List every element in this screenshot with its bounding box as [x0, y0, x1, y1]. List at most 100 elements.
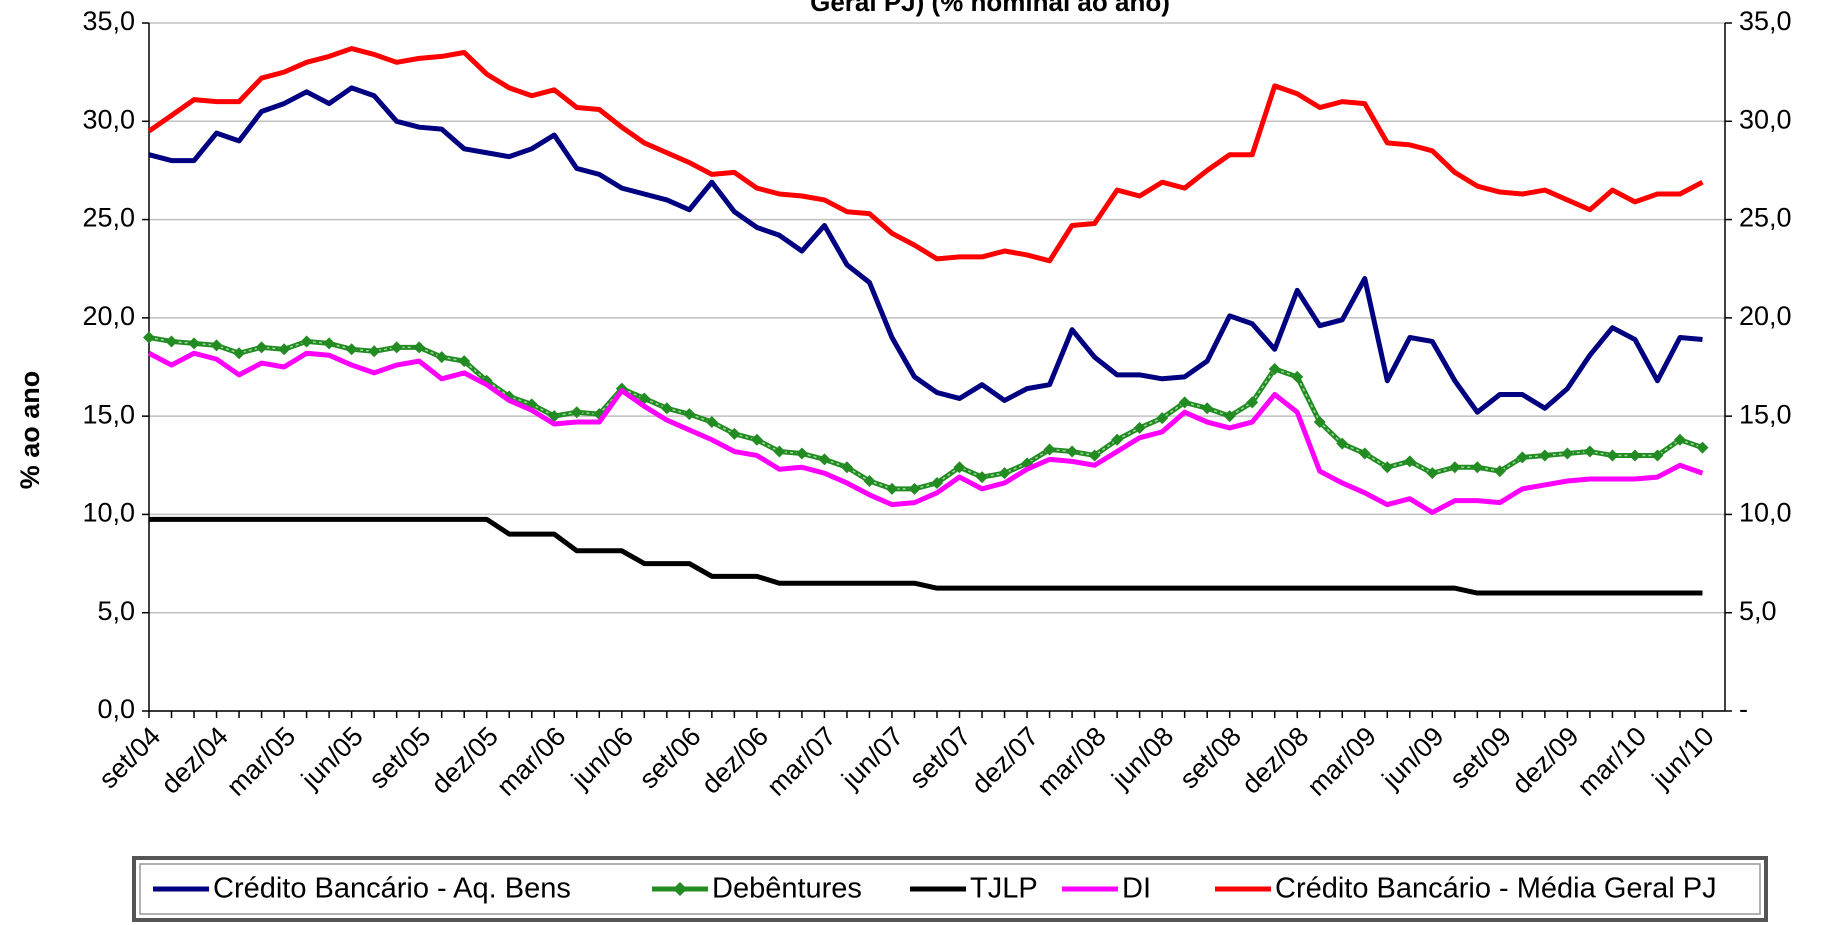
marker: [1538, 449, 1551, 462]
y2-tick-label: 35,0: [1739, 6, 1792, 36]
marker: [165, 335, 178, 348]
marker: [885, 482, 898, 495]
marker: [863, 475, 876, 488]
marker: [345, 343, 358, 356]
marker: [390, 341, 403, 354]
marker: [1651, 449, 1664, 462]
marker: [1246, 396, 1259, 409]
legend-label: DI: [1122, 873, 1151, 905]
marker: [570, 406, 583, 419]
y-tick-label: 30,0: [82, 104, 135, 134]
marker: [683, 408, 696, 421]
marker: [728, 427, 741, 440]
marker: [1471, 461, 1484, 474]
x-tick-label: jun/05: [295, 721, 369, 795]
marker: [1291, 370, 1304, 383]
x-tick-label: jun/10: [1646, 721, 1720, 795]
marker: [1696, 441, 1709, 454]
marker: [1561, 447, 1574, 460]
marker: [818, 453, 831, 466]
marker: [188, 337, 201, 350]
legend-marker: [673, 882, 687, 896]
marker: [840, 461, 853, 474]
marker: [1583, 445, 1596, 458]
chart-title: Geral PJ) (% nominal ao ano): [810, 0, 1170, 17]
x-tick-label: mar/08: [1031, 721, 1112, 802]
marker: [953, 461, 966, 474]
marker: [1448, 461, 1461, 474]
series-line: [147, 46, 1704, 264]
marker: [143, 331, 155, 344]
marker: [1381, 461, 1394, 474]
y-axis-label: % ao ano: [15, 371, 45, 490]
marker: [908, 482, 921, 495]
legend-label: Debêntures: [712, 873, 862, 905]
marker: [1516, 451, 1529, 464]
y-tick-label: 25,0: [82, 203, 135, 233]
marker: [1066, 445, 1079, 458]
marker: [1178, 396, 1191, 409]
marker: [931, 476, 943, 489]
marker: [255, 341, 268, 354]
marker: [998, 467, 1011, 480]
marker: [323, 337, 336, 350]
x-tick-label: jun/08: [1105, 721, 1179, 795]
marker: [976, 471, 989, 484]
y2-tick-label: 10,0: [1739, 498, 1792, 528]
marker: [233, 347, 246, 360]
marker: [413, 341, 426, 354]
legend-label: Crédito Bancário - Média Geral PJ: [1275, 873, 1717, 905]
x-tick-label: set/05: [363, 721, 436, 794]
x-tick-label: jun/06: [565, 721, 639, 795]
x-tick-label: set/07: [904, 721, 977, 794]
y2-tick-label: 15,0: [1739, 399, 1792, 429]
marker: [1628, 449, 1641, 462]
y2-tick-label: 20,0: [1739, 301, 1792, 331]
y2-tick-label: 25,0: [1739, 203, 1792, 233]
marker: [1358, 447, 1371, 460]
x-tick-label: dez/09: [1506, 721, 1585, 800]
marker: [1426, 467, 1439, 480]
y2-tick-label: -: [1739, 694, 1748, 724]
y-tick-label: 35,0: [82, 6, 135, 36]
marker: [1201, 402, 1214, 415]
marker: [368, 345, 381, 358]
series-line: [149, 516, 1703, 596]
marker: [795, 447, 808, 460]
marker: [1336, 437, 1349, 450]
marker: [300, 335, 313, 348]
series-line-inner: [148, 336, 1703, 490]
x-tick-label: mar/06: [491, 721, 572, 802]
marker: [750, 433, 763, 446]
legend-box: [132, 856, 1768, 922]
x-tick-label: dez/07: [966, 721, 1045, 800]
x-tick-label: mar/09: [1301, 721, 1382, 802]
x-tick-label: dez/04: [155, 721, 234, 800]
x-tick-label: mar/10: [1572, 721, 1653, 802]
series-line: [148, 85, 1703, 415]
x-tick-label: jun/09: [1376, 721, 1450, 795]
marker: [1673, 433, 1686, 446]
y-tick-label: 20,0: [82, 301, 135, 331]
legend-box-inner: [139, 863, 1761, 915]
marker: [1606, 449, 1619, 462]
x-tick-label: set/06: [633, 721, 706, 794]
y-tick-label: 10,0: [82, 498, 135, 528]
marker: [210, 339, 223, 352]
y2-tick-label: 30,0: [1739, 104, 1792, 134]
x-tick-label: dez/08: [1236, 721, 1315, 800]
y2-tick-label: 5,0: [1739, 596, 1777, 626]
x-tick-label: jun/07: [835, 721, 909, 795]
marker: [1403, 455, 1416, 468]
marker: [278, 343, 291, 356]
marker: [1088, 449, 1101, 462]
marker: [1156, 412, 1169, 425]
marker: [705, 416, 718, 429]
marker: [458, 355, 471, 368]
marker: [1268, 362, 1281, 375]
x-tick-label: set/04: [93, 721, 166, 794]
marker: [1313, 416, 1326, 429]
legend-label: TJLP: [970, 873, 1038, 905]
marker: [1493, 465, 1506, 478]
